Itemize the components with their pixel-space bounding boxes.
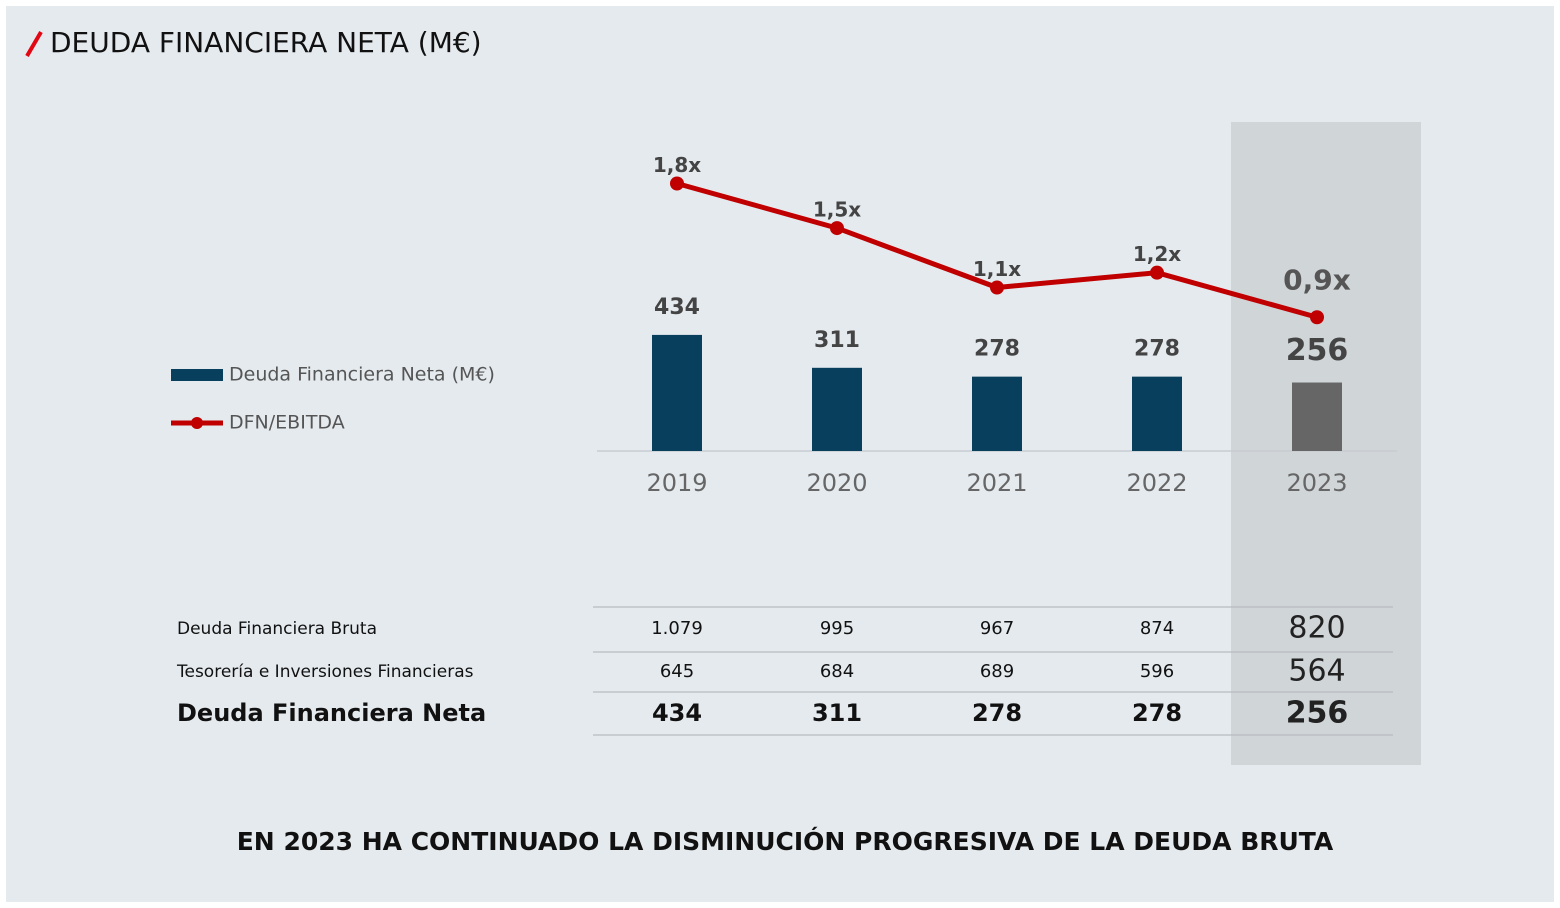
table-cell: 278 [1132, 699, 1182, 727]
table-cell: 596 [1140, 661, 1174, 682]
legend-swatch [191, 417, 203, 429]
table-cell: 278 [972, 699, 1022, 727]
line-point [830, 221, 844, 236]
table-cell: 645 [660, 661, 694, 682]
bar [972, 376, 1022, 451]
legend-label: Deuda Financiera Neta (M€) [229, 364, 495, 386]
table-cell: 995 [820, 618, 854, 639]
bar [1132, 376, 1182, 451]
data-label: 278 [974, 337, 1020, 362]
data-label: 1,8x [653, 153, 701, 177]
table-cell: 311 [812, 699, 862, 727]
x-tick-label: 2021 [966, 469, 1027, 497]
bar [812, 367, 862, 451]
data-label: 0,9x [1283, 263, 1351, 296]
table-cell: 689 [980, 661, 1014, 682]
x-tick-label: 2022 [1126, 469, 1187, 497]
data-label: 278 [1134, 337, 1180, 362]
line-point [670, 176, 684, 191]
line-point [1150, 265, 1164, 280]
data-label: 256 [1286, 333, 1349, 368]
x-tick-label: 2023 [1286, 469, 1347, 497]
table-cell: 564 [1288, 654, 1345, 689]
chart-title: DEUDA FINANCIERA NETA (M€) [50, 26, 482, 59]
footer: EN 2023 HA CONTINUADO LA DISMINUCIÓN PRO… [237, 826, 1334, 856]
title-slash [25, 30, 43, 58]
row-label: Tesorería e Inversiones Financieras [176, 662, 474, 682]
legend-label: DFN/EBITDA [229, 412, 345, 434]
data-label: 1,2x [1133, 242, 1181, 266]
legend-swatch [171, 369, 223, 381]
table-cell: 820 [1288, 611, 1345, 646]
table-cell: 967 [980, 618, 1014, 639]
bar [1292, 382, 1342, 451]
table-cell: 684 [820, 661, 854, 682]
line-point [990, 280, 1004, 295]
table-cell: 256 [1286, 696, 1349, 731]
row-label: Deuda Financiera Neta [177, 699, 486, 727]
data-label: 1,5x [813, 198, 861, 222]
data-label: 311 [814, 328, 860, 353]
table-cell: 434 [652, 699, 702, 727]
line-point [1310, 310, 1324, 325]
x-tick-label: 2019 [646, 469, 707, 497]
table-cell: 874 [1140, 618, 1174, 639]
data-label: 1,1x [973, 257, 1021, 281]
bar [652, 334, 702, 451]
row-label: Deuda Financiera Bruta [177, 619, 377, 639]
data-label: 434 [654, 295, 700, 320]
x-tick-label: 2020 [806, 469, 867, 497]
table-cell: 1.079 [651, 618, 703, 639]
